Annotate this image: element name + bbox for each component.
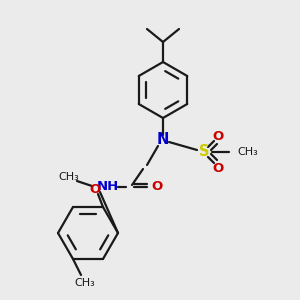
Text: CH₃: CH₃ <box>237 147 258 157</box>
Text: O: O <box>152 179 163 193</box>
Text: S: S <box>199 145 209 160</box>
Text: O: O <box>212 161 224 175</box>
Text: CH₃: CH₃ <box>58 172 80 182</box>
Text: N: N <box>157 133 169 148</box>
Text: O: O <box>89 182 100 196</box>
Text: NH: NH <box>97 181 119 194</box>
Text: CH₃: CH₃ <box>75 278 95 288</box>
Text: O: O <box>212 130 224 142</box>
